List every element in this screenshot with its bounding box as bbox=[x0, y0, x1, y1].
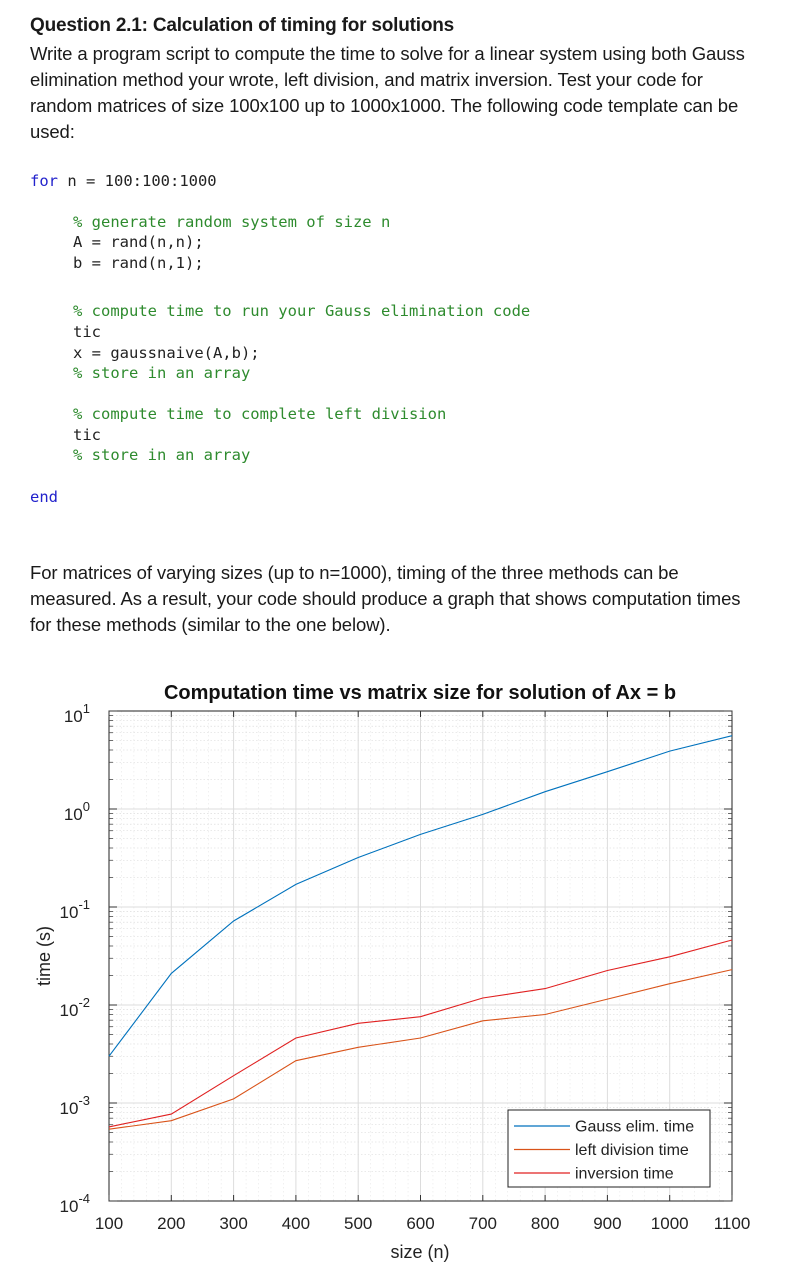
code-line: tic bbox=[73, 323, 101, 341]
question-heading: Question 2.1: Calculation of timing for … bbox=[30, 15, 455, 36]
timing-chart: Computation time vs matrix size for solu… bbox=[34, 682, 750, 1262]
y-tick-label: 100 bbox=[64, 799, 90, 824]
x-axis-label: size (n) bbox=[390, 1242, 449, 1262]
y-tick-exponent: -4 bbox=[78, 1191, 90, 1206]
series-line-3 bbox=[108, 939, 733, 1128]
y-tick-label: 10-3 bbox=[60, 1093, 90, 1118]
intro-line: random matrices of size 100x100 up to 10… bbox=[30, 95, 739, 116]
x-tick-label: 700 bbox=[469, 1214, 497, 1233]
x-tick-label: 900 bbox=[593, 1214, 621, 1233]
y-tick-label: 10-4 bbox=[60, 1191, 90, 1216]
x-tick-label: 800 bbox=[531, 1214, 559, 1233]
legend-box bbox=[507, 1109, 711, 1188]
outro-paragraph: For matrices of varying sizes (up to n=1… bbox=[30, 560, 788, 638]
x-tick-label: 1000 bbox=[651, 1214, 689, 1233]
code-keyword-for: for bbox=[30, 172, 58, 190]
y-tick-label: 101 bbox=[64, 701, 90, 726]
code-text: n = 100:100:1000 bbox=[58, 172, 217, 190]
axis-ticks bbox=[108, 710, 733, 1202]
intro-line: elimination method your wrote, left divi… bbox=[30, 69, 703, 90]
x-tick-label: 100 bbox=[95, 1214, 123, 1233]
y-tick-exponent: 0 bbox=[83, 799, 90, 814]
code-line: tic bbox=[73, 426, 101, 444]
code-comment: % generate random system of size n bbox=[73, 213, 391, 231]
x-tick-label: 200 bbox=[157, 1214, 185, 1233]
intro-line: used: bbox=[30, 121, 75, 142]
code-for-line: for n = 100:100:1000 bbox=[30, 171, 217, 192]
legend-label: Gauss elim. time bbox=[575, 1119, 694, 1136]
intro-line: Write a program script to compute the ti… bbox=[30, 43, 745, 64]
y-tick-exponent: -2 bbox=[78, 995, 90, 1010]
outro-line: for these methods (similar to the one be… bbox=[30, 614, 391, 635]
code-comment: % compute time to complete left division bbox=[73, 405, 447, 423]
x-tick-label: 300 bbox=[219, 1214, 247, 1233]
code-comment: % compute time to run your Gauss elimina… bbox=[73, 302, 531, 320]
y-tick-exponent: 1 bbox=[83, 701, 90, 716]
code-keyword-end: end bbox=[30, 488, 58, 506]
outro-line: For matrices of varying sizes (up to n=1… bbox=[30, 562, 679, 583]
legend-label: left division time bbox=[575, 1142, 689, 1159]
y-tick-exponent: -1 bbox=[78, 897, 90, 912]
code-line: A = rand(n,n); bbox=[73, 233, 204, 251]
outro-line: measured. As a result, your code should … bbox=[30, 588, 741, 609]
y-axis-label: time (s) bbox=[34, 926, 54, 986]
y-tick-label: 10-2 bbox=[60, 995, 90, 1020]
intro-paragraph: Write a program script to compute the ti… bbox=[30, 41, 788, 145]
x-tick-label: 400 bbox=[282, 1214, 310, 1233]
code-line: x = gaussnaive(A,b); bbox=[73, 344, 260, 362]
x-tick-label: 500 bbox=[344, 1214, 372, 1233]
series-lines bbox=[108, 735, 733, 1130]
y-tick-label: 10-1 bbox=[60, 897, 90, 922]
chart-title: Computation time vs matrix size for solu… bbox=[164, 682, 676, 704]
x-tick-label: 600 bbox=[406, 1214, 434, 1233]
x-tick-label: 1100 bbox=[714, 1214, 751, 1233]
x-tick-labels: 100 200 300 400 500 600 700 800 900 1000 1100 bbox=[95, 1214, 750, 1233]
series-line-1 bbox=[108, 735, 733, 1057]
code-line: b = rand(n,1); bbox=[73, 254, 204, 272]
legend-label: inversion time bbox=[575, 1166, 674, 1183]
y-tick-exponent: -3 bbox=[78, 1093, 90, 1108]
code-comment: % store in an array bbox=[73, 364, 251, 382]
code-comment: % store in an array bbox=[73, 446, 251, 464]
series-line-2 bbox=[108, 969, 733, 1130]
chart-legend: Gauss elim. time left division time invers… bbox=[507, 1109, 711, 1188]
